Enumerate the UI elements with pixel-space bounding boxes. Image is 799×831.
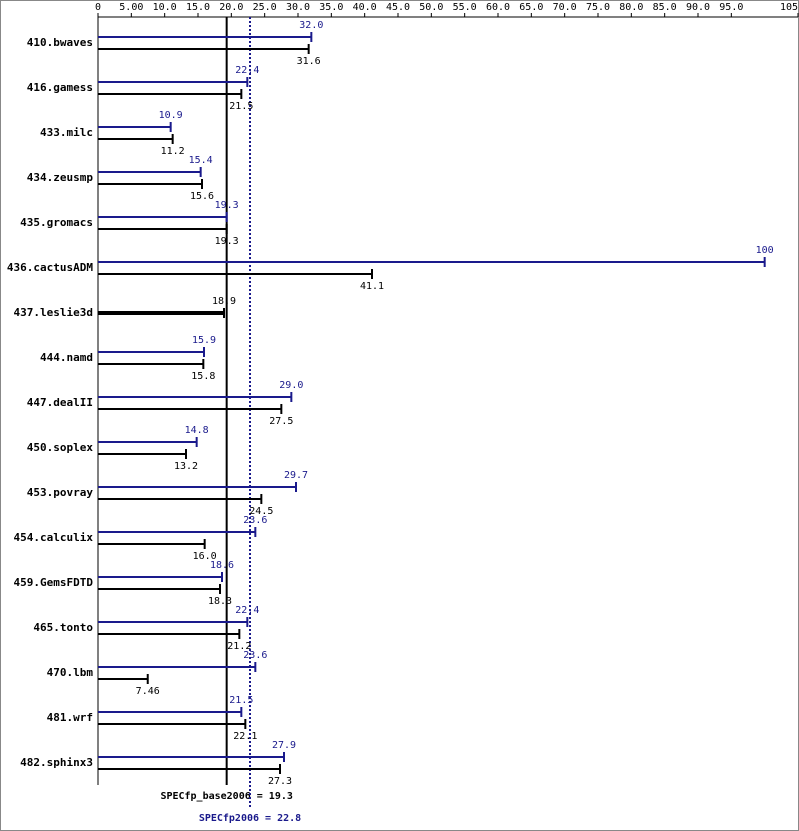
value-label: 14.8 xyxy=(185,425,209,436)
x-tick-label: 20.0 xyxy=(219,2,243,13)
category-label: 435.gromacs xyxy=(20,216,93,229)
reference-label: SPECfp_base2006 = 19.3 xyxy=(160,791,292,802)
category-label: 437.leslie3d xyxy=(14,306,93,319)
x-tick-label: 0 xyxy=(95,2,101,13)
value-label: 18.9 xyxy=(212,296,236,307)
value-label: 23.6 xyxy=(243,515,267,526)
x-tick-label: 85.0 xyxy=(653,2,677,13)
x-tick-label: 90.0 xyxy=(686,2,710,13)
value-label: 10.9 xyxy=(159,110,183,121)
category-label: 416.gamess xyxy=(27,81,93,94)
value-label: 23.6 xyxy=(243,650,267,661)
category-label: 481.wrf xyxy=(47,711,93,724)
value-label: 27.5 xyxy=(269,416,293,427)
value-label: 19.3 xyxy=(215,236,239,247)
value-label: 21.5 xyxy=(229,101,253,112)
x-tick-label: 10.0 xyxy=(153,2,177,13)
value-label: 27.3 xyxy=(268,776,292,787)
value-label: 15.6 xyxy=(190,191,214,202)
value-label: 29.0 xyxy=(279,380,303,391)
value-label: 11.2 xyxy=(161,146,185,157)
value-label: 21.2 xyxy=(227,641,251,652)
value-label: 29.7 xyxy=(284,470,308,481)
category-label: 453.povray xyxy=(27,486,94,499)
x-tick-label: 105 xyxy=(780,2,798,13)
value-label: 22.1 xyxy=(233,731,257,742)
value-label: 31.6 xyxy=(297,56,321,67)
x-tick-label: 45.0 xyxy=(386,2,410,13)
value-label: 13.2 xyxy=(174,461,198,472)
category-label: 444.namd xyxy=(40,351,93,364)
x-tick-label: 75.0 xyxy=(586,2,610,13)
category-label: 433.milc xyxy=(40,126,93,139)
value-label: 18.3 xyxy=(208,596,232,607)
value-label: 15.9 xyxy=(192,335,216,346)
value-label: 16.0 xyxy=(193,551,217,562)
category-label: 465.tonto xyxy=(33,621,93,634)
x-tick-label: 95.0 xyxy=(719,2,743,13)
value-label: 22.4 xyxy=(235,65,259,76)
reference-label: SPECfp2006 = 22.8 xyxy=(199,813,301,824)
category-label: 450.soplex xyxy=(27,441,94,454)
value-label: 100 xyxy=(756,245,774,256)
category-label: 436.cactusADM xyxy=(7,261,93,274)
x-tick-label: 15.0 xyxy=(186,2,210,13)
category-label: 410.bwaves xyxy=(27,36,93,49)
x-tick-label: 25.0 xyxy=(253,2,277,13)
value-label: 7.46 xyxy=(136,686,160,697)
x-tick-label: 5.00 xyxy=(119,2,143,13)
value-label: 32.0 xyxy=(299,20,323,31)
value-label: 22.4 xyxy=(235,605,259,616)
x-tick-label: 65.0 xyxy=(519,2,543,13)
x-tick-label: 55.0 xyxy=(453,2,477,13)
category-label: 482.sphinx3 xyxy=(20,756,93,769)
x-tick-label: 50.0 xyxy=(419,2,443,13)
value-label: 18.6 xyxy=(210,560,234,571)
value-label: 21.5 xyxy=(229,695,253,706)
value-label: 19.3 xyxy=(215,200,239,211)
category-label: 470.lbm xyxy=(47,666,94,679)
x-tick-label: 30.0 xyxy=(286,2,310,13)
value-label: 41.1 xyxy=(360,281,384,292)
value-label: 24.5 xyxy=(249,506,273,517)
x-tick-label: 70.0 xyxy=(553,2,577,13)
category-label: 459.GemsFDTD xyxy=(14,576,94,589)
category-label: 447.dealII xyxy=(27,396,93,409)
x-tick-label: 80.0 xyxy=(619,2,643,13)
category-label: 434.zeusmp xyxy=(27,171,94,184)
value-label: 15.4 xyxy=(189,155,213,166)
value-label: 15.8 xyxy=(191,371,215,382)
x-tick-label: 40.0 xyxy=(353,2,377,13)
category-label: 454.calculix xyxy=(14,531,94,544)
x-tick-label: 35.0 xyxy=(319,2,343,13)
value-label: 27.9 xyxy=(272,740,296,751)
x-tick-label: 60.0 xyxy=(486,2,510,13)
